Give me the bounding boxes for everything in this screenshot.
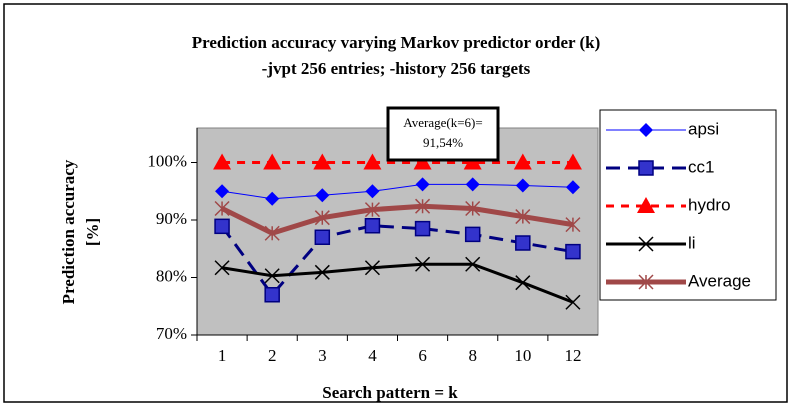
legend-item: cc1	[606, 157, 714, 176]
marker	[314, 229, 331, 245]
marker	[565, 180, 580, 195]
marker	[363, 153, 382, 170]
legend-label: li	[688, 233, 696, 252]
x-tick-label: 4	[368, 346, 377, 365]
marker	[265, 191, 280, 206]
legend-item: li	[606, 233, 696, 252]
y-axis-title: [%]	[83, 218, 102, 246]
x-axis-title: Search pattern = k	[322, 383, 458, 402]
annotation: 91,54%	[423, 135, 463, 150]
marker	[364, 218, 381, 234]
y-tick-label: 90%	[156, 209, 187, 228]
marker	[563, 153, 582, 170]
marker	[263, 153, 282, 170]
marker	[515, 209, 531, 225]
x-tick-label: 1	[218, 346, 227, 365]
series-line	[221, 183, 573, 200]
marker	[214, 260, 230, 276]
marker	[214, 218, 230, 235]
marker	[515, 275, 531, 291]
y-tick-label: 100%	[147, 151, 187, 170]
legend-label: hydro	[688, 195, 731, 214]
marker	[565, 217, 581, 233]
marker	[565, 243, 581, 260]
chart-title: Prediction accuracy varying Markov predi…	[192, 33, 601, 52]
marker	[314, 210, 330, 226]
legend-item: Average	[606, 271, 751, 290]
legend-item: apsi	[606, 119, 719, 138]
marker	[415, 256, 431, 272]
legend-item: hydro	[606, 195, 731, 214]
marker	[415, 177, 430, 192]
marker	[213, 153, 232, 170]
legend-label: cc1	[688, 157, 714, 176]
marker	[214, 200, 230, 217]
marker	[637, 197, 655, 213]
annotation-box	[386, 106, 500, 162]
x-tick-label: 12	[564, 346, 581, 365]
y-tick-label: 80%	[156, 266, 187, 285]
marker	[465, 177, 480, 192]
marker	[465, 200, 481, 217]
marker	[638, 236, 654, 252]
marker	[638, 160, 654, 176]
marker	[639, 123, 653, 137]
legend-label: Average	[688, 271, 751, 290]
marker	[365, 184, 380, 199]
x-tick-label: 8	[468, 346, 477, 365]
marker	[515, 178, 530, 193]
marker	[513, 153, 532, 170]
x-tick-label: 10	[514, 346, 531, 365]
marker	[414, 220, 431, 237]
marker	[264, 225, 280, 241]
marker	[465, 256, 481, 272]
marker	[313, 153, 332, 170]
marker	[215, 184, 230, 199]
marker	[638, 274, 654, 290]
y-tick-label: 70%	[156, 324, 187, 343]
marker	[314, 264, 330, 280]
marker	[464, 226, 481, 243]
series-line	[220, 203, 574, 236]
x-tick-label: 3	[318, 346, 327, 365]
series-line	[220, 224, 574, 298]
marker	[415, 198, 431, 214]
marker	[565, 294, 581, 310]
annotation: Average(k=6)=	[403, 115, 482, 130]
chart-subtitle: -jvpt 256 entries; -history 256 targets	[262, 59, 531, 78]
marker	[315, 188, 330, 203]
legend-label: apsi	[688, 119, 719, 138]
y-axis-title: Prediction accuracy	[59, 159, 78, 304]
series-line	[221, 262, 574, 304]
marker	[515, 235, 531, 251]
marker	[364, 260, 380, 276]
x-tick-label: 6	[418, 346, 427, 365]
marker	[264, 268, 280, 284]
x-tick-label: 2	[268, 346, 277, 365]
legend-box	[599, 109, 777, 301]
marker	[264, 287, 280, 303]
marker	[364, 202, 380, 218]
